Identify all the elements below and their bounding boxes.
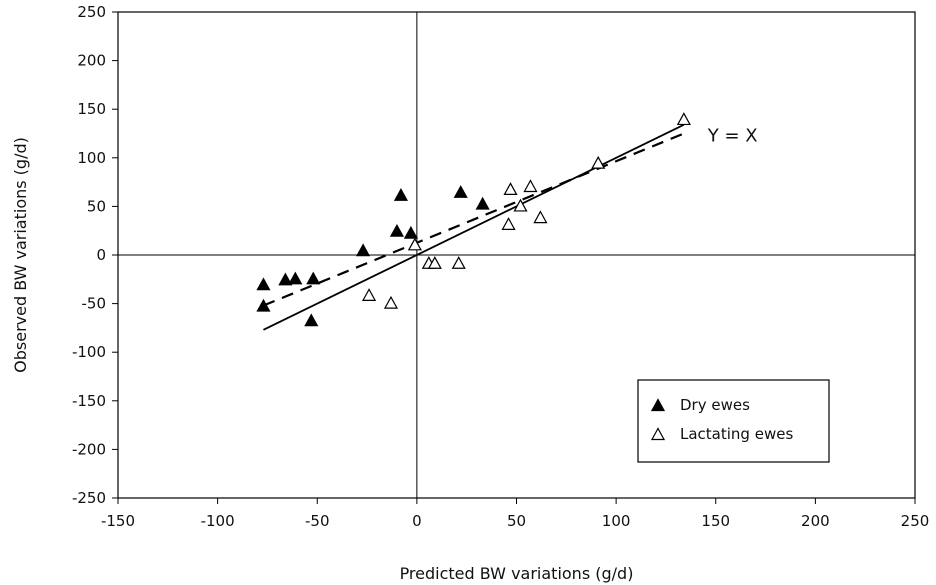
x-tick-label: -50 (305, 512, 330, 530)
y-tick-label: -200 (72, 440, 106, 458)
lactating-ewes-point (591, 155, 606, 169)
dry-ewes-point (288, 271, 303, 285)
y-tick-label: -100 (72, 343, 106, 361)
lactating-ewes-point (533, 210, 548, 224)
dry-ewes-point (393, 187, 408, 201)
y-tick-label: 200 (77, 52, 106, 70)
x-tick-label: -100 (201, 512, 235, 530)
lactating-ewes-point (523, 179, 538, 193)
dry-ewes-point (306, 271, 321, 285)
dry-ewes-point (475, 196, 490, 210)
x-tick-label: 100 (602, 512, 631, 530)
lactating-ewes-point (676, 112, 691, 126)
lactating-ewes-point (407, 237, 422, 251)
y-axis-title: Observed BW variations (g/d) (11, 137, 30, 373)
legend-box (637, 379, 830, 463)
lactating-ewes-point (501, 217, 516, 230)
y-tick-label: 250 (77, 3, 106, 21)
legend-lactating-ewes-label: Lactating ewes (680, 425, 793, 443)
x-tick-label: 50 (507, 512, 526, 530)
x-axis-title: Predicted BW variations (g/d) (400, 564, 634, 583)
legend-dry-ewes-label: Dry ewes (680, 396, 750, 414)
dry-ewes-point (304, 313, 319, 327)
lactating-ewes-point (427, 256, 442, 269)
x-tick-label: 250 (901, 512, 930, 530)
x-tick-label: -150 (101, 512, 135, 530)
y-tick-label: 100 (77, 149, 106, 167)
lactating-ewes-point (451, 256, 466, 269)
dry-ewes-point (256, 277, 271, 291)
x-tick-label: 0 (412, 512, 422, 530)
identity-line (263, 123, 685, 331)
y-tick-label: -250 (72, 489, 106, 507)
dry-ewes-point (389, 223, 405, 237)
identity-line-label: Y = X (707, 125, 758, 146)
x-tick-label: 200 (801, 512, 830, 530)
dry-ewes-point (403, 225, 418, 239)
legend-lactating-ewes-marker (650, 427, 666, 441)
dry-ewes-point (278, 272, 293, 286)
lactating-ewes-point (383, 295, 399, 309)
lactating-ewes-point (361, 288, 377, 301)
dry-ewes-point (453, 185, 468, 198)
lactating-ewes-point (503, 182, 518, 196)
y-tick-label: 50 (87, 197, 106, 215)
y-tick-label: -150 (72, 392, 106, 410)
y-tick-label: -50 (82, 295, 107, 313)
dashed-fit-line (263, 132, 685, 307)
y-tick-label: 150 (77, 100, 106, 118)
y-tick-label: 0 (96, 246, 106, 264)
legend-dry-ewes-marker (650, 398, 666, 412)
x-tick-label: 150 (701, 512, 730, 530)
dry-ewes-point (256, 298, 271, 312)
lactating-ewes-point (513, 198, 528, 212)
dry-ewes-point (356, 243, 371, 257)
